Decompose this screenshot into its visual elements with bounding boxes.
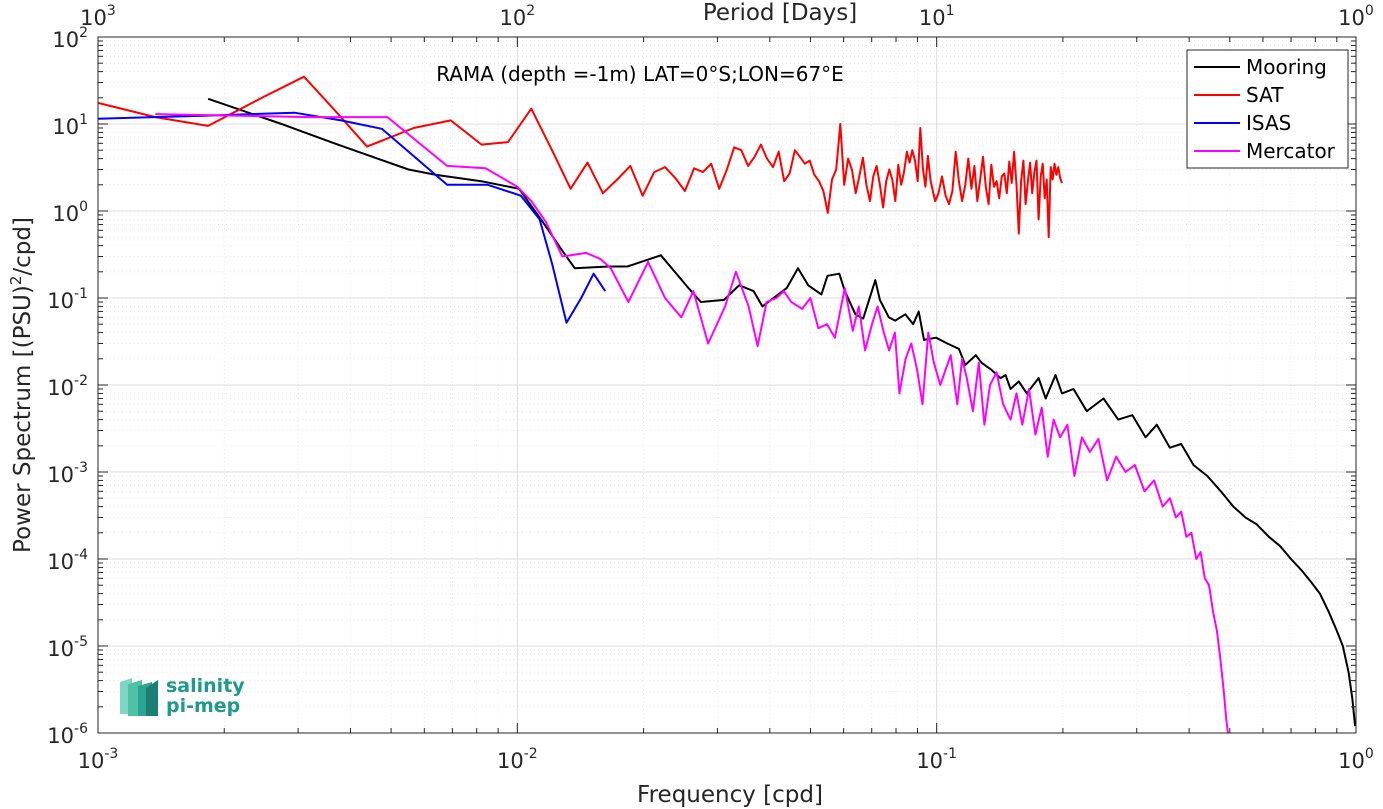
top-tick-label: 103 xyxy=(80,3,116,30)
salinity-pimep-logo: salinity pi-mep xyxy=(120,675,245,717)
top-tick-label: 100 xyxy=(1338,3,1374,30)
logo-text-pimep: pi-mep xyxy=(166,695,240,717)
logo-text-salinity: salinity xyxy=(166,675,245,697)
x-tick-label: 10-3 xyxy=(78,746,119,773)
legend-label-isas: ISAS xyxy=(1246,111,1291,135)
series-line-isas xyxy=(97,111,607,324)
top-tick-label: 101 xyxy=(919,3,955,30)
legend-box xyxy=(1186,49,1349,169)
series-line-mercator xyxy=(155,113,1229,734)
y-tick-label: 102 xyxy=(52,25,88,52)
y-axis-label-sup: 2 xyxy=(7,276,25,286)
y-axis-label-main: Power Spectrum [(PSU) xyxy=(10,285,36,553)
y-tick-label: 10-2 xyxy=(47,373,88,400)
series-line-sat xyxy=(97,75,1063,239)
legend-label-sat: SAT xyxy=(1246,83,1284,107)
series-line-mooring xyxy=(207,97,1357,727)
top-axis-label: Period [Days] xyxy=(703,0,857,26)
y-axis-label-end: /cpd] xyxy=(10,217,36,276)
legend: Mooring SAT ISAS Mercator xyxy=(1186,49,1349,169)
y-tick-label: 10-6 xyxy=(47,721,88,748)
y-axis-label: Power Spectrum [(PSU)2/cpd] xyxy=(7,217,36,553)
chart-series-group xyxy=(97,75,1357,734)
x-tick-label: 100 xyxy=(1338,746,1374,773)
y-tick-label: 10-3 xyxy=(47,460,88,487)
x-tick-label: 10-1 xyxy=(916,746,957,773)
legend-label-mooring: Mooring xyxy=(1246,55,1327,79)
x-axis-label: Frequency [cpd] xyxy=(637,782,823,808)
y-tick-label: 10-5 xyxy=(47,634,88,661)
x-tick-label: 10-2 xyxy=(497,746,538,773)
y-tick-label: 10-1 xyxy=(47,286,88,313)
y-tick-label: 100 xyxy=(52,199,88,226)
top-tick-label: 102 xyxy=(500,3,536,30)
y-tick-label: 10-4 xyxy=(47,547,88,574)
logo-wave-shape-4 xyxy=(146,680,158,716)
legend-label-mercator: Mercator xyxy=(1246,139,1336,163)
chart-title: RAMA (depth =-1m) LAT=0°S;LON=67°E xyxy=(436,62,844,86)
y-tick-label: 101 xyxy=(52,112,88,139)
